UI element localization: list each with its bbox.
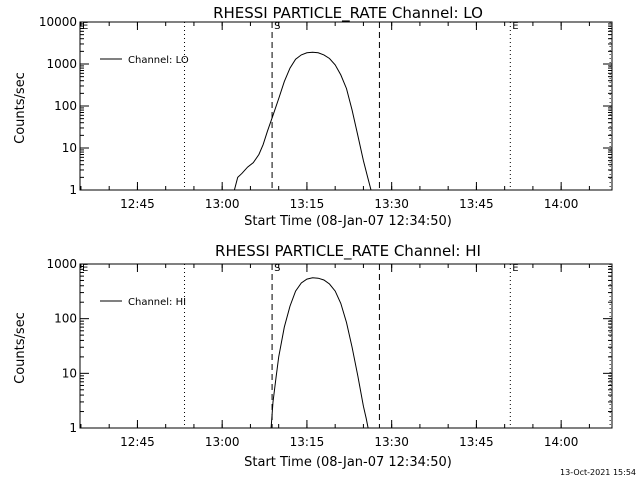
x-tick-label: 13:45 <box>459 435 494 449</box>
chart-title: RHESSI PARTICLE_RATE Channel: LO <box>213 4 483 23</box>
y-axis-label: Counts/sec <box>13 72 28 144</box>
y-tick-label: 100 <box>54 99 77 113</box>
x-tick-label: 13:15 <box>290 435 325 449</box>
y-tick-label: 10000 <box>39 15 77 29</box>
chart-panel-hi: RHESSI PARTICLE_RATE Channel: HI Counts/… <box>13 242 613 470</box>
y-tick-label: 1 <box>69 421 77 435</box>
chart-title: RHESSI PARTICLE_RATE Channel: HI <box>215 242 481 261</box>
series-line <box>233 51 372 191</box>
x-tick-label: 12:45 <box>120 197 155 211</box>
x-axis-label: Start Time (08-Jan-07 12:34:50) <box>244 214 452 229</box>
y-axis-label: Counts/sec <box>13 312 28 384</box>
marker-label: E <box>512 21 518 32</box>
x-tick-label: 13:45 <box>459 197 494 211</box>
plot-frame <box>79 263 613 429</box>
marker-label: E <box>82 263 88 274</box>
marker-label: E <box>512 263 518 274</box>
x-tick-label: 14:00 <box>544 197 579 211</box>
chart-panel-lo: RHESSI PARTICLE_RATE Channel: LO Counts/… <box>13 4 613 229</box>
y-tick-label: 1 <box>69 183 77 197</box>
marker-label: E <box>82 21 88 32</box>
marker-label: S <box>274 263 280 274</box>
y-tick-label: 10 <box>62 366 77 380</box>
x-tick-label: 13:30 <box>374 435 409 449</box>
x-tick-label: 13:30 <box>374 197 409 211</box>
x-tick-label: 12:45 <box>120 435 155 449</box>
x-tick-label: 13:00 <box>205 197 240 211</box>
y-tick-label: 1000 <box>46 57 77 71</box>
legend-label: Channel: HI <box>128 297 186 308</box>
x-tick-label: 14:00 <box>544 435 579 449</box>
legend-label: Channel: LO <box>128 55 189 66</box>
x-tick-label: 13:00 <box>205 435 240 449</box>
x-axis-label: Start Time (08-Jan-07 12:34:50) <box>244 455 452 470</box>
marker-label: S <box>274 21 280 32</box>
x-tick-label: 13:15 <box>290 197 325 211</box>
y-tick-label: 1000 <box>46 257 77 271</box>
y-tick-label: 100 <box>54 312 77 326</box>
series-line <box>270 277 369 429</box>
footer-timestamp: 13-Oct-2021 15:54 <box>560 468 636 477</box>
y-tick-label: 10 <box>62 141 77 155</box>
